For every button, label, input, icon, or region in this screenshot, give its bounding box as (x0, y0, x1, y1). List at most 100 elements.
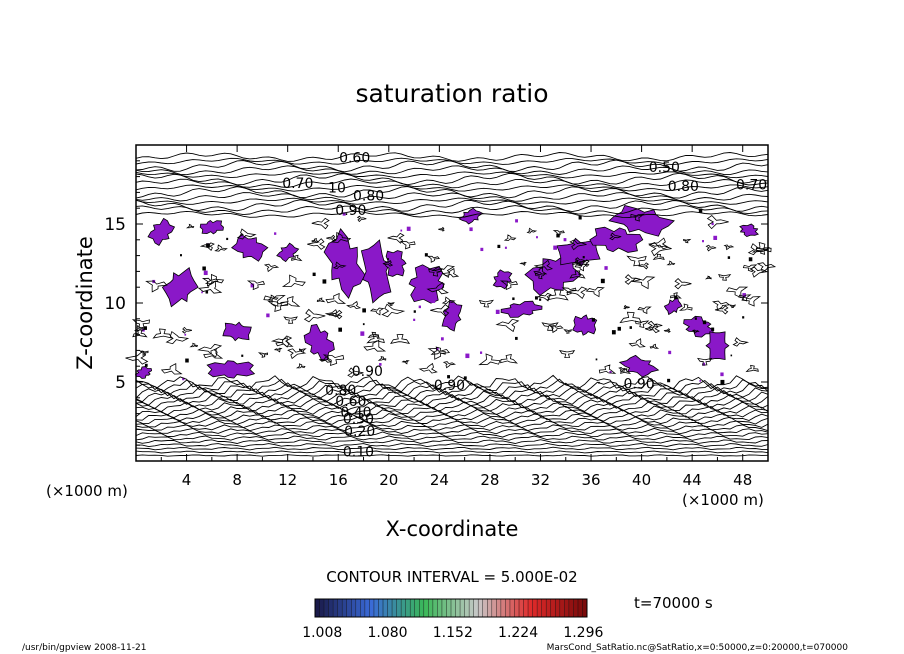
contour-line (280, 296, 301, 307)
shaded-speckle (322, 279, 327, 284)
contour-line (674, 278, 692, 290)
contour-line (390, 334, 411, 344)
contour-line (135, 197, 769, 205)
contour-line (189, 342, 198, 348)
shaded-speckle (413, 318, 416, 321)
contour-line (316, 297, 326, 303)
colorbar-segment (532, 599, 538, 617)
colorbar-segment (437, 599, 442, 617)
contour-line (418, 362, 438, 374)
contour-line (287, 348, 307, 360)
contour-line (299, 348, 307, 353)
shaded-speckle (609, 370, 612, 374)
contour-line (246, 280, 266, 291)
shaded-speckle (512, 297, 515, 301)
contour-line (135, 412, 769, 422)
contour-lines (125, 152, 777, 457)
colorbar-segment (373, 599, 379, 617)
colorbar-segment (432, 599, 438, 617)
contour-line (634, 320, 650, 329)
contour-line (135, 416, 769, 425)
x-tick-label: 8 (232, 471, 242, 489)
shaded-speckle (144, 363, 148, 367)
contour-line (135, 171, 769, 179)
shaded-speckle (387, 258, 389, 260)
contour-label: 0.60 (339, 151, 370, 167)
colorbar-segment (405, 599, 411, 617)
contour-line (135, 393, 769, 406)
x-tick-label: 48 (733, 471, 752, 489)
contour-line (626, 255, 647, 267)
contour-line (399, 240, 416, 250)
colorbar-segment (455, 599, 461, 617)
colorbar-segment (537, 599, 542, 617)
shaded-speckle (274, 232, 277, 235)
contour-line (135, 165, 769, 176)
contour-line (135, 172, 769, 186)
contour-line (160, 362, 183, 375)
contour-line (503, 234, 517, 241)
contour-line (678, 303, 693, 311)
colorbar-segment (410, 599, 415, 617)
y-axis-ticks: 5 10 15 (104, 160, 768, 446)
time-label: t=70000 s (634, 594, 713, 612)
shaded-region (360, 239, 392, 304)
contour-line (291, 254, 303, 262)
colorbar-segment (559, 599, 565, 617)
colorbar-segment (491, 599, 497, 617)
contour-line (197, 280, 223, 294)
shaded-speckle (617, 326, 621, 331)
colorbar-segment (469, 599, 474, 617)
contour-line (366, 333, 385, 344)
contour-line (152, 328, 173, 339)
x-axis-label: X-coordinate (386, 517, 519, 541)
contour-line (712, 300, 731, 311)
contour-line (663, 328, 671, 333)
shaded-speckle (447, 375, 451, 379)
shaded-speckle (440, 337, 444, 341)
shaded-speckle (465, 353, 470, 359)
y-tick-label: 5 (115, 373, 126, 393)
contour-labels: 0.100.200.300.400.600.800.900.90 0.900.60… (282, 151, 767, 461)
contour-line (135, 435, 769, 441)
contour-line (185, 223, 195, 229)
shaded-speckle (748, 257, 753, 262)
shaded-speckle (424, 253, 428, 257)
shaded-speckle (480, 247, 484, 252)
contour-line (618, 366, 628, 373)
contour-line (533, 259, 553, 271)
shaded-speckle (539, 298, 542, 301)
shaded-region (492, 269, 513, 290)
shaded-speckle (250, 283, 255, 288)
contour-label: 0.40 (340, 405, 371, 421)
contour-label: 0.60 (335, 394, 366, 410)
contour-line (428, 268, 444, 277)
contour-line (500, 280, 519, 291)
colorbar-segment (387, 599, 393, 617)
shaded-region (303, 324, 335, 361)
contour-line (181, 326, 192, 334)
contour-line (648, 242, 672, 257)
contour-line (630, 213, 645, 222)
shaded-speckle (312, 272, 316, 277)
shaded-speckle (560, 268, 565, 273)
contour-label: 0.90 (434, 378, 465, 394)
shaded-region (276, 242, 300, 263)
shaded-speckle (185, 358, 189, 363)
colorbar-segment (383, 599, 388, 617)
x-tick-label: 4 (182, 471, 192, 489)
contour-line (199, 242, 215, 251)
contour-line (696, 357, 713, 366)
contour-line (500, 353, 518, 364)
shaded-region (222, 321, 252, 342)
contour-line (519, 261, 527, 266)
shaded-speckle (711, 327, 715, 331)
contour-line (526, 227, 538, 234)
contour-line (363, 339, 387, 352)
shaded-speckle (201, 291, 203, 294)
contour-line (267, 294, 279, 301)
contour-line (377, 356, 387, 361)
shaded-speckle (742, 316, 745, 319)
shaded-speckle (534, 296, 538, 300)
shaded-speckle (431, 298, 436, 303)
